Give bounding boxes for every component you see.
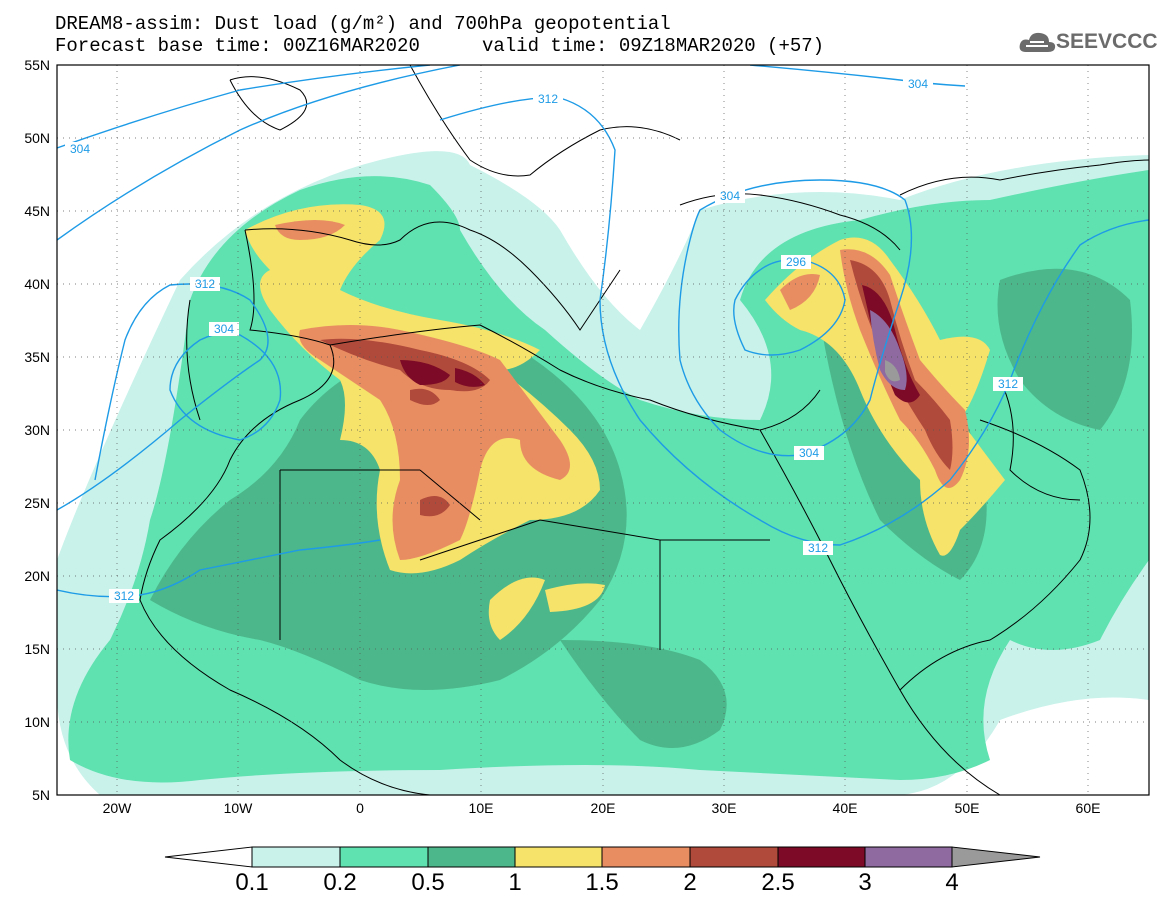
lon-tick-label: 0 (356, 800, 364, 816)
lat-tick-label: 40N (24, 276, 50, 292)
gridlines (57, 65, 1149, 795)
lat-tick-label: 5N (32, 787, 50, 803)
colorbar-label: 0.1 (235, 869, 269, 896)
colorbar-bin (864, 846, 953, 868)
lon-tick-label: 60E (1076, 800, 1101, 816)
lon-tick-label: 20W (103, 800, 133, 816)
colorbar-label: 4 (945, 869, 959, 896)
forecast-base-time: Forecast base time: 00Z16MAR2020 (55, 35, 420, 57)
colorbar-bin (514, 846, 603, 868)
colorbar-bin (601, 846, 691, 868)
geopotential-contours (57, 65, 1149, 598)
dust-zone-purple (870, 310, 907, 390)
contour-label: 304 (720, 189, 740, 203)
lat-tick-label: 35N (24, 349, 50, 365)
dust-zone-crimson (400, 360, 450, 385)
lon-tick-label: 20E (591, 800, 616, 816)
contour-label: 312 (808, 541, 828, 555)
contour-label: 312 (114, 589, 134, 603)
contour-label: 312 (998, 377, 1018, 391)
lat-ticks: 55N 50N 45N 40N 35N 30N 25N 20N 15N 10N … (24, 57, 50, 803)
lat-tick-label: 55N (24, 57, 50, 73)
map-frame (56, 64, 1150, 796)
colorbar-high-arrow (951, 846, 1041, 868)
contour-label: 312 (538, 92, 558, 106)
colorbar-bin (689, 846, 779, 868)
map-title: DREAM8-assim: Dust load (g/m²) and 700hP… (55, 13, 671, 35)
lat-tick-label: 15N (24, 641, 50, 657)
colorbar (164, 846, 1041, 868)
colorbar-bin (777, 846, 866, 868)
colorbar-low-arrow (164, 846, 253, 868)
lat-tick-label: 10N (24, 714, 50, 730)
lon-ticks: 20W 10W 0 10E 20E 30E 40E 50E 60E (103, 800, 1101, 816)
lat-tick-label: 45N (24, 203, 50, 219)
lon-tick-label: 10W (224, 800, 254, 816)
contour-label: 304 (70, 142, 90, 156)
valid-time: valid time: 09Z18MAR2020 (+57) (482, 35, 825, 57)
lat-tick-label: 50N (24, 130, 50, 146)
contour-label: 296 (786, 255, 806, 269)
lon-tick-label: 40E (833, 800, 858, 816)
colorbar-label: 2.5 (761, 869, 795, 896)
contour-label: 304 (908, 77, 928, 91)
colorbar-label: 3 (858, 869, 872, 896)
contour-label: 304 (799, 446, 819, 460)
lon-tick-label: 30E (712, 800, 737, 816)
lon-tick-label: 10E (469, 800, 494, 816)
colorbar-bin (339, 846, 429, 868)
contour-label: 312 (195, 277, 215, 291)
contour-labels: 304 312 312 304 304 296 304 312 312 312 … (65, 77, 1023, 603)
cloud-logo-icon (1019, 32, 1056, 52)
contour-label: 304 (214, 322, 234, 336)
colorbar-bin (251, 846, 341, 868)
lon-tick-label: 50E (955, 800, 980, 816)
seevccc-logo-text: SEEVCCC (1056, 30, 1158, 53)
dust-zone-orange (275, 220, 345, 240)
colorbar-label: 1 (508, 869, 522, 896)
lat-tick-label: 20N (24, 568, 50, 584)
colorbar-bin (427, 846, 516, 868)
lat-tick-label: 30N (24, 422, 50, 438)
lat-tick-label: 25N (24, 495, 50, 511)
colorbar-label: 2 (683, 869, 697, 896)
colorbar-label: 1.5 (585, 869, 619, 896)
colorbar-label: 0.5 (411, 869, 445, 896)
colorbar-label: 0.2 (323, 869, 357, 896)
